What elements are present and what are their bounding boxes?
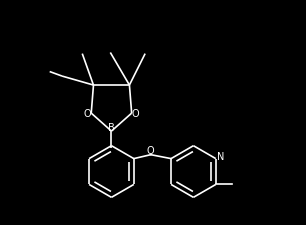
- Text: B: B: [108, 122, 115, 133]
- Text: O: O: [132, 109, 140, 119]
- Text: O: O: [83, 109, 91, 119]
- Text: O: O: [147, 145, 155, 155]
- Text: N: N: [217, 152, 224, 162]
